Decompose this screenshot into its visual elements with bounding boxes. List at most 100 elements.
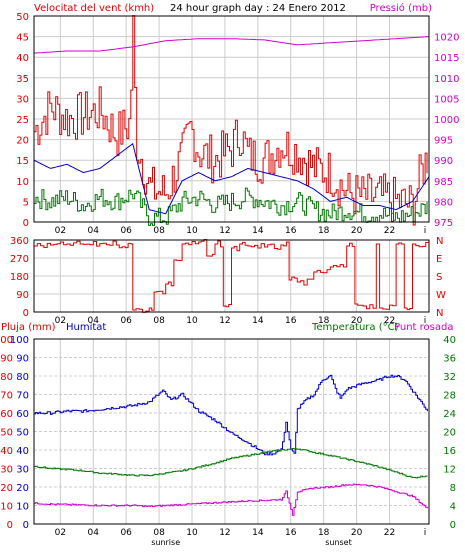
left-axis-label: Velocitat del vent (kmh): [34, 3, 154, 14]
x-tick-label: 20: [351, 226, 363, 236]
pressure-line: [33, 36, 430, 54]
compass-label: E: [436, 254, 442, 265]
y-tick-label: 25: [16, 115, 29, 126]
humidity-tick-label: 60: [16, 409, 29, 420]
temperature-tick-label: 36: [443, 354, 456, 365]
rain-tick-label: 40: [0, 446, 13, 457]
compass-label: N: [436, 308, 443, 319]
temperature-tick-label: 4: [450, 502, 456, 513]
humidity-tick-label: 40: [16, 446, 29, 457]
right-axis-label: Pressió (mb): [370, 2, 432, 14]
rain-tick-label: 70: [0, 391, 13, 402]
temperature-tick-label: 40: [443, 335, 456, 346]
temperature-tick-label: 20: [443, 428, 456, 439]
y-tick-label: 5: [23, 197, 29, 208]
dewpoint-axis-label: Punt rosada: [394, 322, 453, 333]
chart-title: 24 hour graph day : 24 Enero 2012: [170, 3, 346, 14]
rain-tick-label: 60: [0, 409, 13, 420]
x-tick-label: 22: [384, 226, 395, 236]
x-tick-label: 08: [153, 226, 165, 236]
x-tick-label: 20: [351, 316, 363, 326]
wind-speed-line: [34, 15, 428, 226]
rain-tick-label: 100: [0, 335, 13, 346]
y-tick-label: 40: [16, 53, 29, 64]
x-tick-label: 08: [153, 528, 165, 538]
y-tick-label: 0: [23, 308, 29, 319]
temperature-tick-label: 28: [443, 391, 456, 402]
x-tick-label: 16: [285, 226, 297, 236]
x-tick-label: 02: [55, 316, 66, 326]
temperature-tick-label: 16: [443, 446, 456, 457]
sunset-label: sunset: [325, 538, 352, 547]
y2-tick-label: 1000: [434, 115, 459, 126]
y2-tick-label: 1010: [434, 74, 459, 85]
y2-tick-label: 975: [434, 218, 453, 229]
y2-tick-label: 1015: [434, 53, 459, 64]
x-tick-label: 10: [186, 316, 198, 326]
humidity-axis-label: Humitat: [66, 322, 106, 333]
x-tick-label: 04: [88, 528, 100, 538]
x-tick-label: i: [424, 226, 427, 236]
humidity-tick-label: 80: [16, 372, 29, 383]
y-tick-label: 45: [16, 33, 29, 44]
y-tick-label: 180: [10, 272, 29, 283]
y-tick-label: 30: [16, 94, 29, 105]
y-tick-label: 15: [16, 156, 29, 167]
x-tick-label: 06: [120, 316, 132, 326]
x-tick-label: 16: [285, 528, 297, 538]
x-tick-label: 02: [55, 226, 66, 236]
temperature-tick-label: 24: [443, 409, 456, 420]
rain-tick-label: 10: [0, 502, 13, 513]
y2-tick-label: 980: [434, 197, 453, 208]
sunrise-label: sunrise: [151, 538, 180, 547]
rain-tick-label: 0: [7, 520, 13, 531]
x-tick-label: 22: [384, 528, 395, 538]
compass-label: N: [436, 236, 443, 247]
y-tick-label: 10: [16, 177, 29, 188]
x-tick-label: 18: [318, 316, 330, 326]
plot-frame: [33, 239, 430, 313]
x-tick-label: 04: [88, 226, 100, 236]
x-tick-label: 12: [219, 528, 230, 538]
x-tick-label: 12: [219, 316, 230, 326]
temperature-line: [34, 448, 428, 479]
x-tick-label: 14: [252, 528, 264, 538]
y-tick-label: 50: [16, 12, 29, 23]
y2-tick-label: 1020: [434, 33, 459, 44]
wind-gust-line: [33, 142, 430, 215]
humidity-temperature-panel: 0010102020303040405050606070708080909010…: [0, 335, 456, 547]
x-tick-label: 04: [88, 316, 100, 326]
y-tick-label: 270: [10, 254, 29, 265]
x-tick-label: 14: [252, 226, 264, 236]
x-tick-label: 06: [120, 226, 132, 236]
plot-frame: [33, 338, 430, 525]
x-tick-label: i: [424, 316, 427, 326]
x-tick-label: 10: [186, 528, 198, 538]
wind-pressure-panel: 0510152025303540455097598098599099510001…: [16, 12, 459, 236]
x-tick-label: 18: [318, 226, 330, 236]
rain-tick-label: 90: [0, 354, 13, 365]
x-tick-label: 16: [285, 316, 297, 326]
humidity-tick-label: 70: [16, 391, 29, 402]
humidity-tick-label: 50: [16, 428, 29, 439]
humidity-tick-label: 30: [16, 465, 29, 476]
dewpoint-line: [34, 483, 428, 516]
humidity-tick-label: 100: [10, 335, 29, 346]
wind-direction-line: [34, 239, 430, 313]
rain-tick-label: 20: [0, 483, 13, 494]
wind-average-line: [34, 187, 428, 226]
y2-tick-label: 1005: [434, 94, 459, 105]
x-tick-label: 12: [219, 226, 230, 236]
x-tick-label: i: [424, 528, 427, 538]
humidity-tick-label: 0: [23, 520, 29, 531]
rain-tick-label: 30: [0, 465, 13, 476]
x-tick-label: 06: [120, 528, 132, 538]
x-tick-label: 22: [384, 316, 395, 326]
temperature-tick-label: 8: [450, 483, 456, 494]
humidity-tick-label: 10: [16, 502, 29, 513]
y2-tick-label: 990: [434, 156, 453, 167]
x-tick-label: 20: [351, 528, 363, 538]
y-tick-label: 360: [10, 236, 29, 247]
